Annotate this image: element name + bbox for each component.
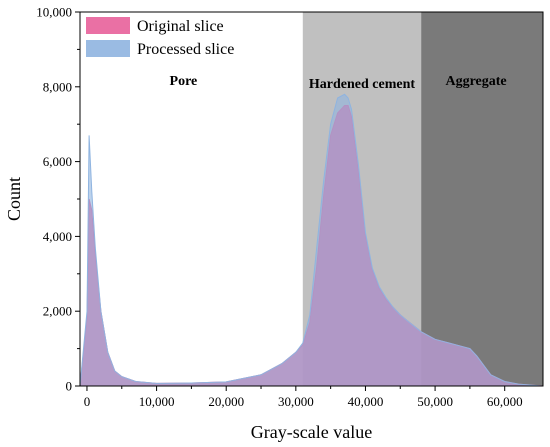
x-tick-label: 50,000 <box>417 394 453 409</box>
y-tick-label: 4,000 <box>43 229 72 244</box>
legend-swatch <box>86 40 130 57</box>
y-axis-ticks: 0 2,000 4,000 6,000 8,000 10,000 <box>36 5 80 394</box>
legend: Original slice Processed slice <box>86 17 234 58</box>
x-tick-label: 10,000 <box>139 394 175 409</box>
x-tick-label: 40,000 <box>348 394 384 409</box>
legend-label: Processed slice <box>137 41 234 58</box>
region-label-aggregate: Aggregate <box>445 74 506 89</box>
y-tick-label: 2,000 <box>43 304 72 319</box>
x-tick-label: 60,000 <box>487 394 523 409</box>
region-label-hardened-cement: Hardened cement <box>309 77 415 92</box>
x-axis-ticks: 0 10,000 20,000 30,000 40,000 50,000 60,000 <box>84 386 523 409</box>
y-tick-label: 0 <box>66 379 73 394</box>
region-label-pore: Pore <box>170 74 198 89</box>
legend-label: Original slice <box>137 18 224 35</box>
region-aggregate <box>421 12 543 386</box>
series-area-processed-slice <box>79 93 544 387</box>
x-tick-label: 0 <box>84 394 91 409</box>
region-labels: Pore Hardened cement Aggregate <box>170 74 507 92</box>
legend-swatch <box>86 17 130 34</box>
x-tick-label: 30,000 <box>278 394 314 409</box>
x-tick-label: 20,000 <box>208 394 244 409</box>
region-pore <box>80 12 303 386</box>
y-axis-label: Count <box>4 177 24 221</box>
series-areas <box>79 93 544 387</box>
x-axis-label: Gray-scale value <box>251 422 372 442</box>
y-tick-label: 10,000 <box>36 5 72 20</box>
y-tick-label: 6,000 <box>43 154 72 169</box>
y-tick-label: 8,000 <box>43 79 72 94</box>
